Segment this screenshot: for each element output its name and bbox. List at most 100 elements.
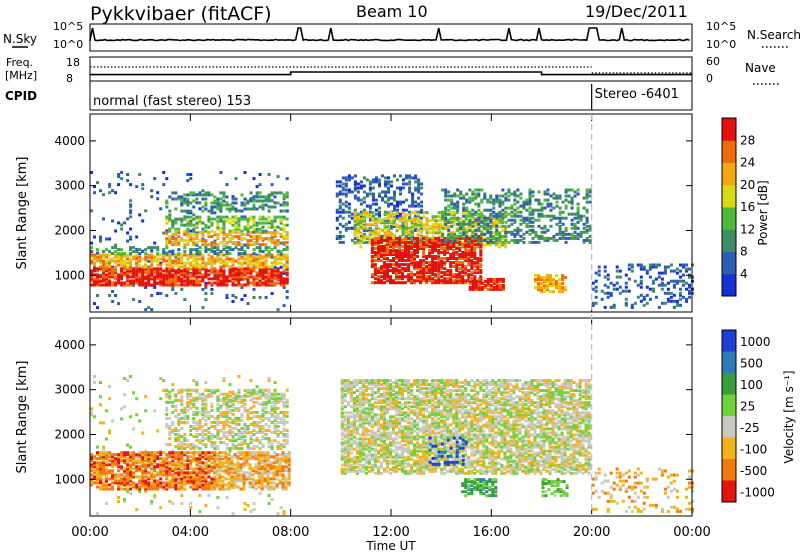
velocity-echo-cell	[132, 451, 136, 455]
power-echo-cell	[237, 257, 241, 261]
power-echo-cell	[362, 190, 366, 194]
power-echo-cell	[570, 188, 574, 192]
power-echo-cell	[663, 283, 667, 287]
power-echo-cell	[135, 261, 139, 265]
power-echo-cell	[204, 261, 208, 265]
power-echo-cell	[198, 207, 202, 211]
power-echo-cell	[147, 255, 151, 259]
velocity-echo-cell	[141, 461, 145, 465]
velocity-echo-cell	[198, 459, 202, 463]
power-echo-cell	[552, 282, 555, 286]
power-echo-cell	[252, 275, 256, 279]
power-echo-cell	[162, 269, 166, 273]
power-echo-cell	[419, 247, 423, 250]
power-echo-cell	[258, 273, 262, 277]
power-echo-cell	[222, 191, 226, 195]
power-echo-cell	[498, 198, 502, 202]
velocity-echo-cell	[222, 379, 226, 383]
power-echo-cell	[246, 217, 250, 221]
power-echo-cell	[519, 238, 523, 242]
velocity-echo-cell	[105, 463, 108, 467]
power-echo-cell	[237, 269, 241, 273]
power-echo-cell	[231, 235, 235, 239]
velocity-echo-cell	[224, 453, 228, 457]
power-echo-cell	[270, 233, 274, 237]
power-echo-cell	[688, 295, 691, 299]
power-echo-cell	[270, 199, 274, 203]
power-echo-cell	[216, 248, 220, 252]
power-echo-cell	[495, 236, 499, 240]
power-echo-cell	[582, 238, 586, 242]
power-echo-cell	[141, 183, 145, 187]
power-echo-cell	[455, 257, 459, 260]
power-echo-cell	[495, 285, 499, 289]
power-echo-cell	[519, 210, 523, 214]
power-echo-cell	[455, 279, 459, 283]
power-echo-cell	[383, 231, 387, 235]
power-echo-cell	[470, 261, 474, 265]
power-echo-cell	[419, 279, 423, 283]
power-echo-cell	[353, 184, 357, 188]
power-echo-cell	[483, 218, 487, 222]
power-echo-cell	[377, 279, 380, 283]
power-echo-cell	[189, 219, 193, 223]
power-echo-cell	[401, 217, 405, 221]
power-echo-cell	[500, 219, 504, 223]
power-echo-cell	[216, 259, 220, 263]
power-echo-cell	[537, 200, 541, 204]
power-echo-cell	[186, 267, 190, 271]
power-echo-cell	[96, 248, 99, 252]
power-echo-cell	[144, 269, 148, 273]
power-echo-cell	[402, 186, 405, 190]
velocity-echo-cell	[102, 487, 105, 491]
power-echo-cell	[540, 290, 543, 294]
power-echo-cell	[561, 282, 565, 286]
power-echo-cell	[416, 219, 420, 223]
power-echo-cell	[401, 273, 404, 277]
velocity-echo-cell	[204, 455, 208, 459]
power-echo-cell	[353, 180, 357, 184]
power-echo-cell	[264, 237, 268, 241]
power-echo-cell	[468, 277, 472, 281]
power-echo-cell	[129, 203, 133, 207]
velocity-echo-cell	[189, 473, 193, 477]
power-echo-cell	[374, 229, 378, 233]
power-echo-cell	[576, 236, 580, 240]
power-echo-cell	[282, 285, 286, 289]
power-echo-cell	[564, 216, 568, 220]
power-echo-cell	[404, 267, 407, 271]
power-echo-cell	[174, 255, 178, 259]
power-echo-cell	[377, 236, 380, 240]
velocity-echo-cell	[90, 479, 93, 483]
power-echo-cell	[543, 206, 547, 210]
velocity-echo-cell	[213, 465, 217, 469]
power-echo-cell	[408, 180, 412, 184]
power-echo-cell	[234, 215, 238, 219]
power-echo-cell	[402, 222, 405, 226]
power-echo-cell	[255, 271, 259, 275]
power-echo-cell	[540, 234, 544, 238]
power-echo-cell	[213, 250, 217, 254]
power-echo-cell	[440, 225, 444, 229]
power-echo-cell	[522, 216, 526, 220]
power-echo-cell	[401, 281, 404, 285]
power-echo-cell	[108, 250, 112, 254]
power-echo-cell	[386, 267, 389, 271]
freq-label-1: Freq.	[6, 56, 33, 69]
power-echo-cell	[447, 208, 451, 212]
power-echo-cell	[501, 194, 505, 198]
power-echo-cell	[537, 212, 541, 216]
power-echo-cell	[471, 224, 475, 228]
power-echo-cell	[682, 283, 685, 287]
velocity-echo-cell	[147, 451, 151, 455]
power-echo-cell	[156, 292, 160, 295]
velocity-echo-cell	[135, 455, 139, 459]
velocity-echo-cell	[114, 475, 118, 479]
power-echo-cell	[464, 247, 468, 250]
power-echo-cell	[434, 240, 438, 244]
power-echo-cell	[537, 274, 540, 278]
power-echo-cell	[243, 277, 247, 281]
power-echo-cell	[431, 247, 435, 250]
power-echo-cell	[428, 238, 432, 242]
power-echo-cell	[258, 267, 262, 271]
